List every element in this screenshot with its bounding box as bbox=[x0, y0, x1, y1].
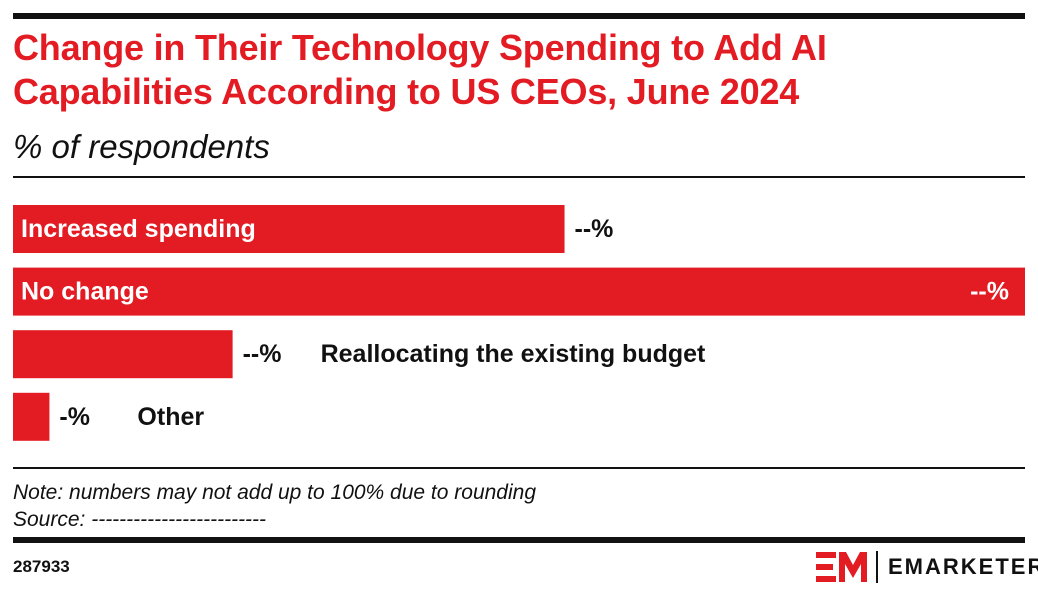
source-line: Source: ------------------------- bbox=[13, 508, 267, 531]
top-rule bbox=[13, 13, 1025, 19]
chart-title: Change in Their Technology Spending to A… bbox=[13, 26, 1013, 114]
footnote: Note: numbers may not add up to 100% due… bbox=[13, 481, 537, 504]
value-label-0: --% bbox=[575, 215, 614, 243]
chart-title-line-2: Capabilities According to US CEOs, June … bbox=[13, 71, 800, 112]
footer-divider bbox=[13, 467, 1025, 469]
bar-1 bbox=[13, 267, 1025, 316]
value-label-3: -% bbox=[59, 403, 90, 431]
brand-logo[interactable]: EMARKETER bbox=[816, 551, 1038, 583]
chart-id: 287933 bbox=[13, 557, 70, 576]
chart-subtitle: % of respondents bbox=[13, 128, 270, 165]
value-label-2: --% bbox=[243, 340, 282, 368]
category-label-3: Other bbox=[137, 403, 204, 431]
logo-separator bbox=[876, 551, 878, 583]
category-label-0: Increased spending bbox=[21, 215, 256, 243]
bottom-rule bbox=[13, 537, 1025, 543]
bar-3 bbox=[13, 392, 50, 441]
header-divider bbox=[13, 176, 1025, 178]
chart-title-line-1: Change in Their Technology Spending to A… bbox=[13, 27, 827, 68]
em-logo-icon bbox=[816, 552, 867, 582]
bar-2 bbox=[13, 330, 233, 379]
category-label-1: No change bbox=[21, 278, 149, 306]
value-label-1: --% bbox=[970, 278, 1009, 306]
category-label-2: Reallocating the existing budget bbox=[321, 340, 706, 368]
brand-name: EMARKETER bbox=[888, 554, 1038, 579]
bar-0 bbox=[13, 205, 565, 253]
